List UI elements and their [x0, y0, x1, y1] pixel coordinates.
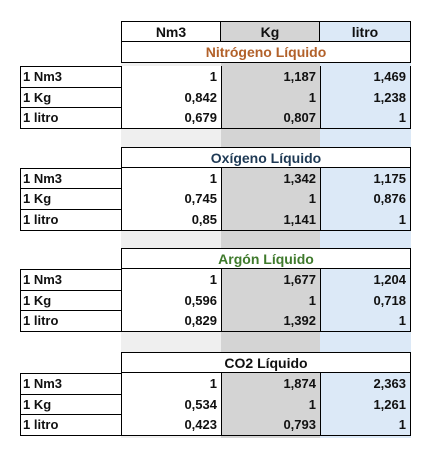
- cell-nm3: 0,679: [121, 107, 221, 128]
- cell-litro: 0,718: [320, 290, 411, 311]
- cell-kg: 1: [221, 188, 320, 209]
- cell-kg: 1: [221, 394, 320, 415]
- cell-kg: 1,677: [221, 269, 320, 290]
- row-label: 1 Nm3: [20, 373, 121, 394]
- row-label: 1 Nm3: [20, 168, 121, 189]
- cell-litro: 1,175: [320, 168, 411, 189]
- row-label: 1 Kg: [20, 87, 121, 108]
- row-label: 1 Nm3: [20, 269, 121, 290]
- header-nm3: Nm3: [121, 21, 221, 42]
- cell-nm3: 0,423: [121, 414, 221, 435]
- row-label: 1 Nm3: [20, 66, 121, 87]
- cell-litro: 1,238: [320, 87, 411, 108]
- section-title-nitrogeno: Nitrógeno Líquido: [121, 42, 411, 63]
- cell-litro: 0,876: [320, 188, 411, 209]
- cell-kg: 1: [221, 87, 320, 108]
- cell-kg: 1: [221, 290, 320, 311]
- row-label: 1 litro: [20, 107, 121, 128]
- cell-nm3: 0,829: [121, 310, 221, 331]
- row-label: 1 litro: [20, 414, 121, 435]
- section-title-argon: Argón Líquido: [121, 248, 411, 269]
- cell-nm3: 1: [121, 269, 221, 290]
- cell-litro: 1,261: [320, 394, 411, 415]
- cell-kg: 0,807: [221, 107, 320, 128]
- header-kg: Kg: [221, 21, 320, 42]
- header-litro: litro: [320, 21, 411, 42]
- section-title-co2: CO2 Líquido: [121, 352, 411, 373]
- cell-nm3: 1: [121, 373, 221, 394]
- row-label: 1 Kg: [20, 188, 121, 209]
- row-label: 1 litro: [20, 310, 121, 331]
- cell-litro: 2,363: [320, 373, 411, 394]
- cell-nm3: 0,534: [121, 394, 221, 415]
- cell-litro: 1: [320, 209, 411, 230]
- section-title-oxigeno: Oxígeno Líquido: [121, 147, 411, 168]
- cell-kg: 0,793: [221, 414, 320, 435]
- cell-nm3: 1: [121, 168, 221, 189]
- cell-nm3: 0,745: [121, 188, 221, 209]
- cell-nm3: 0,85: [121, 209, 221, 230]
- cell-litro: 1: [320, 107, 411, 128]
- cell-nm3: 0,596: [121, 290, 221, 311]
- cell-litro: 1,204: [320, 269, 411, 290]
- cell-kg: 1,141: [221, 209, 320, 230]
- row-label: 1 litro: [20, 209, 121, 230]
- row-label: 1 Kg: [20, 394, 121, 415]
- cell-litro: 1: [320, 310, 411, 331]
- row-label: 1 Kg: [20, 290, 121, 311]
- cell-litro: 1,469: [320, 66, 411, 87]
- cell-nm3: 0,842: [121, 87, 221, 108]
- cell-kg: 1,187: [221, 66, 320, 87]
- cell-nm3: 1: [121, 66, 221, 87]
- cell-kg: 1,342: [221, 168, 320, 189]
- cell-kg: 1,392: [221, 310, 320, 331]
- cell-kg: 1,874: [221, 373, 320, 394]
- cell-litro: 1: [320, 414, 411, 435]
